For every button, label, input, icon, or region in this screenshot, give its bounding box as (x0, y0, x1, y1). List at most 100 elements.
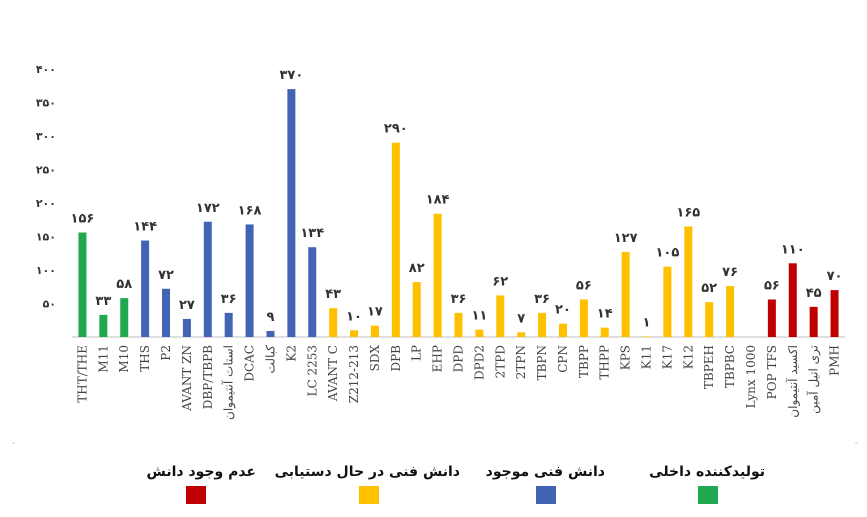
data-label: ۱۶۸ (238, 203, 262, 218)
x-tick-label: M10 (117, 345, 131, 373)
data-label: ۱۰ (346, 309, 362, 324)
data-label: ۳۳ (95, 294, 111, 309)
data-label: ۷۰ (827, 269, 843, 284)
data-label: ۴۳ (325, 287, 341, 302)
data-label: ۵۶ (764, 278, 780, 293)
x-tick-label: استات آنتیموان (221, 345, 236, 420)
data-label: ۱ (643, 315, 651, 330)
data-label: ۱۴۴ (133, 220, 157, 235)
y-tick-label: ۵۰ (43, 298, 56, 311)
bar (475, 329, 484, 337)
x-tick-label: TBPEH (702, 345, 716, 389)
bar (642, 336, 651, 337)
data-label: ۳۶ (534, 292, 550, 307)
bar (684, 226, 693, 337)
x-tick-label: K11 (640, 345, 654, 369)
bar (350, 330, 359, 337)
bar (454, 312, 463, 337)
bar (830, 290, 839, 337)
data-label: ۷۶ (722, 265, 738, 280)
legend-label: تولیدکننده داخلی (649, 464, 765, 480)
bar (203, 221, 212, 337)
y-tick-label: ۲۵۰ (36, 164, 56, 177)
x-tick-label: P2 (159, 345, 173, 361)
data-label: ۳۷۰ (279, 68, 303, 83)
x-tick-label: DBP/TBPB (201, 345, 215, 409)
data-label: ۶۲ (492, 274, 508, 289)
x-tick-label: K12 (681, 345, 695, 369)
bar (579, 299, 588, 337)
x-tick-label: Lynx 1000 (744, 345, 758, 408)
data-label: ۱۰۵ (656, 246, 680, 261)
bar (182, 318, 191, 337)
x-tick-label: DCAC (243, 345, 257, 382)
bar (705, 302, 714, 337)
bar (245, 224, 254, 337)
data-label: ۲۰ (555, 303, 571, 318)
legend-swatch (359, 486, 379, 504)
x-tick-label: K17 (660, 345, 674, 369)
bars (78, 89, 839, 337)
data-label: ۱۵۶ (71, 211, 95, 226)
y-tick-label: ۱۰۰ (36, 264, 56, 277)
bar (120, 298, 129, 337)
bar (162, 288, 171, 337)
x-tick-label: اکسید آنتیموان (785, 345, 800, 418)
y-tick-label: ۲۰۰ (36, 197, 56, 210)
x-tick-label: POP TFS (765, 345, 779, 399)
bar (767, 299, 776, 337)
data-label: ۱۷۲ (196, 201, 220, 216)
x-tick-label: THT/THE (75, 345, 89, 403)
bar (329, 308, 338, 337)
data-label: ۹ (267, 310, 275, 325)
data-label: ۱۱ (471, 309, 487, 324)
legend-label: عدم وجود دانش (147, 464, 256, 480)
x-tick-label: DPB (389, 345, 403, 372)
x-tick-label: CPN (556, 345, 570, 373)
bar (538, 312, 547, 337)
data-label: ۲۹۰ (384, 122, 408, 137)
x-tick-label: K2 (284, 345, 298, 362)
data-label: ۴۵ (806, 286, 822, 301)
legend-label: دانش فنی در حال دستیابی (275, 464, 460, 480)
bar (78, 232, 87, 337)
x-tick-label: DPD2 (472, 345, 486, 380)
x-tick-label: 2TPD (493, 345, 507, 378)
y-tick-label: ۳۰۰ (36, 130, 56, 143)
x-tick-label: M11 (96, 345, 110, 373)
data-label: ۲۷ (179, 298, 195, 313)
legend: تولیدکننده داخلی دانش فنی موجود دانش فنی د… (147, 464, 765, 504)
x-tick-label: TBPN (535, 345, 549, 380)
x-tick-label: TBPP (577, 345, 591, 378)
x-tick-label: 2TPN (514, 345, 528, 379)
data-label: ۱۷ (367, 305, 383, 320)
x-tick-label: SDX (368, 345, 382, 372)
bar (663, 266, 672, 337)
bar (224, 312, 233, 337)
data-label: ۷ (517, 311, 525, 326)
y-tick-label: ۴۰۰ (36, 63, 56, 76)
x-tick-label: LC 2253 (305, 345, 319, 397)
x-tick-label: THS (138, 345, 152, 372)
x-tick-label: DPD (452, 345, 466, 372)
data-label: ۱۳۴ (300, 226, 324, 241)
x-tick-label: TBPBC (723, 345, 737, 388)
bar (726, 286, 735, 337)
x-tick-label: AVANT C (326, 345, 340, 402)
bar (99, 314, 108, 337)
x-tick-label: Z212-213 (347, 345, 361, 403)
data-label: ۳۶ (221, 292, 237, 307)
legend-swatch (698, 486, 718, 504)
x-tick-label: تری اتیل آمین (806, 345, 821, 414)
data-label: ۱۱۰ (781, 242, 805, 257)
legend-swatch (536, 486, 556, 504)
data-label: ۵۲ (701, 281, 717, 296)
bar (141, 240, 150, 337)
legend-label: دانش فنی موجود (486, 464, 605, 480)
bar (266, 330, 275, 337)
data-label: ۸۲ (409, 261, 425, 276)
bar (412, 282, 421, 337)
x-tick-label: KPS (619, 345, 633, 370)
